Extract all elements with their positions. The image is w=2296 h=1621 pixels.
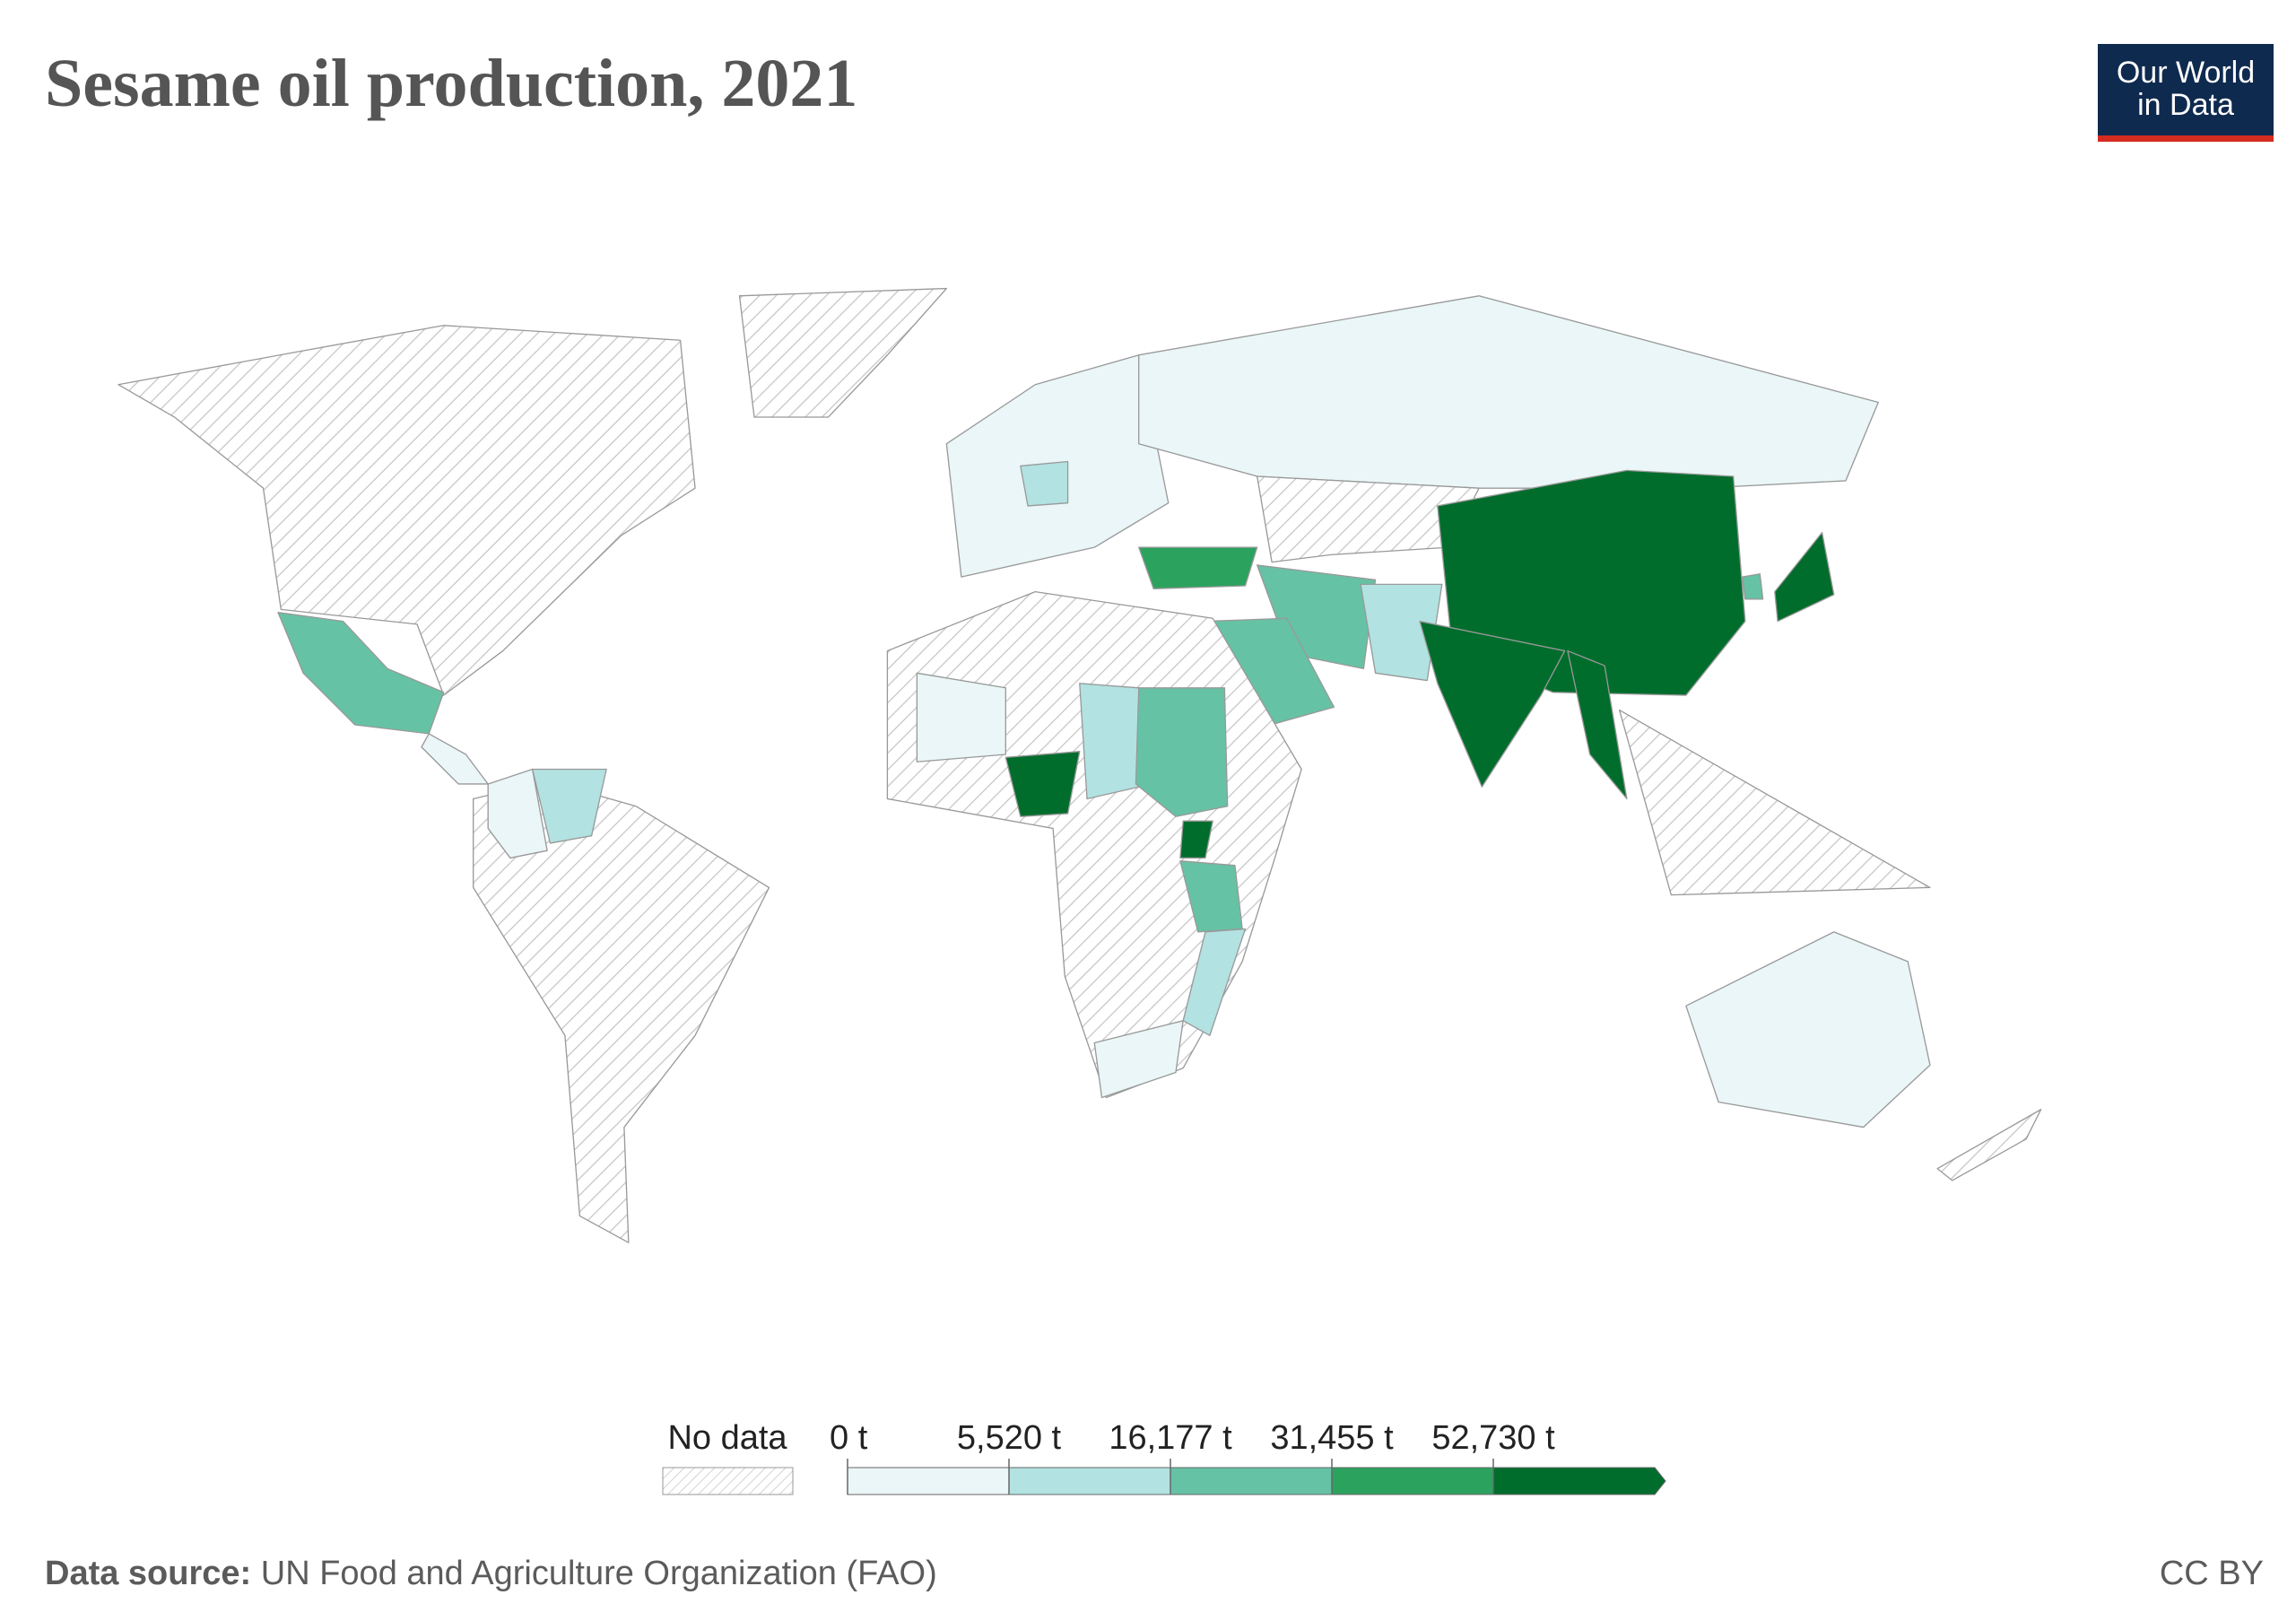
colombia xyxy=(487,768,548,859)
legend-tick-label: 16,177 t xyxy=(1109,1419,1232,1457)
license: CC BY xyxy=(2160,1555,2264,1592)
south-korea xyxy=(1741,573,1764,600)
russia xyxy=(1138,295,1879,489)
legend-tick-label: 5,520 t xyxy=(957,1419,1062,1457)
legend: No data 0 t 5,520 t 16,177 t 31,455 t 52,730… xyxy=(662,1419,1666,1495)
south-africa xyxy=(1093,1020,1184,1099)
legend-bin xyxy=(847,1467,1010,1495)
logo: Our World in Data xyxy=(2098,44,2274,142)
legend-bin xyxy=(1492,1467,1666,1495)
logo-bar xyxy=(2098,135,2274,142)
new-zealand xyxy=(1936,1109,2042,1181)
mexico xyxy=(277,612,445,735)
venezuela xyxy=(531,768,607,844)
australia xyxy=(1685,931,1931,1129)
nigeria xyxy=(1004,751,1081,817)
legend-bin xyxy=(1170,1467,1333,1495)
mali xyxy=(916,672,1006,763)
no-data-label: No data xyxy=(667,1419,787,1457)
uganda xyxy=(1179,820,1213,859)
logo-text: Our World xyxy=(2117,56,2255,90)
world-map xyxy=(117,287,2042,1243)
title: Sesame oil production, 2021 xyxy=(45,46,857,121)
central-asia xyxy=(1256,475,1480,563)
central-america xyxy=(421,733,489,785)
sudan xyxy=(1135,687,1229,817)
myanmar xyxy=(1567,649,1628,800)
turkey xyxy=(1138,546,1258,589)
africa xyxy=(886,590,1302,1099)
legend-tick-label: 31,455 t xyxy=(1270,1419,1394,1457)
mozambique xyxy=(1182,928,1247,1036)
japan xyxy=(1774,531,1835,623)
pakistan xyxy=(1360,583,1443,682)
source-label: Data source: xyxy=(45,1555,251,1592)
legend-tick-label: 0 t xyxy=(830,1419,868,1457)
legend-tick-label: 52,730 t xyxy=(1431,1419,1555,1457)
southeast-asia xyxy=(1618,709,1931,896)
legend-bin xyxy=(1008,1467,1171,1495)
source-text: UN Food and Agriculture Organization (FA… xyxy=(261,1555,937,1592)
india xyxy=(1419,620,1566,788)
chad xyxy=(1079,683,1140,800)
germany xyxy=(1020,460,1069,507)
logo-box xyxy=(2098,44,2274,135)
no-data-swatch xyxy=(662,1467,794,1495)
source: Data source: UN Food and Agriculture Org… xyxy=(45,1555,937,1592)
logo-text: in Data xyxy=(2137,88,2234,122)
greenland xyxy=(738,287,948,418)
south-america xyxy=(473,780,770,1243)
legend-bin xyxy=(1331,1467,1494,1495)
north-america xyxy=(117,325,696,696)
